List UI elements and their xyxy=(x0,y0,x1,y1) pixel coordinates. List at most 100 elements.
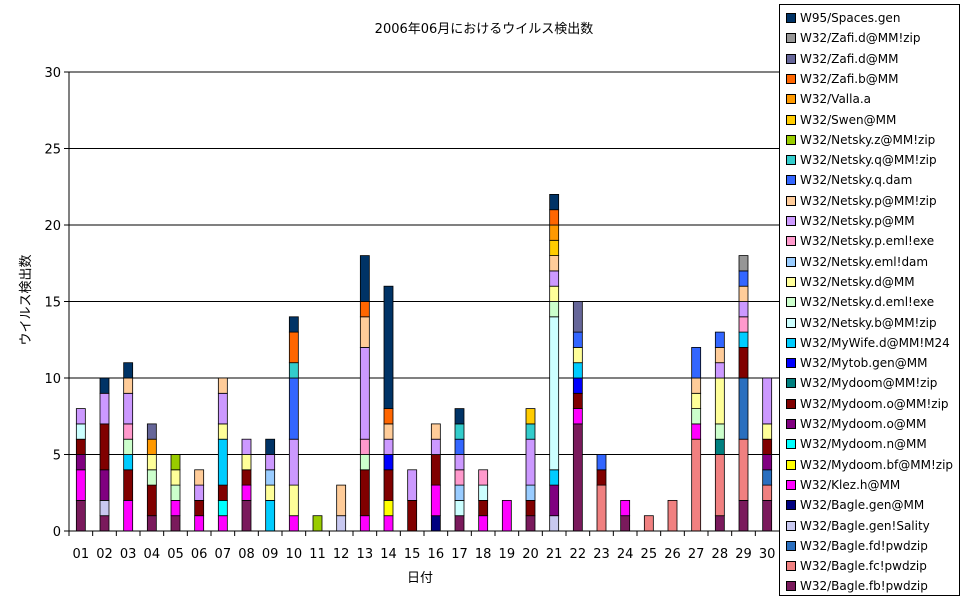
bar-segment xyxy=(288,438,299,486)
bar-segment xyxy=(288,484,299,517)
x-tick-label: 20 xyxy=(522,547,539,562)
bar-segment xyxy=(691,392,702,409)
x-tick-label: 21 xyxy=(546,547,563,562)
bar-segment xyxy=(383,469,394,501)
x-tick-label: 23 xyxy=(593,547,610,562)
bar-segment xyxy=(407,499,418,532)
bar-segment xyxy=(99,392,110,425)
legend-swatch xyxy=(786,479,796,490)
x-tick-label: 12 xyxy=(333,547,350,562)
bar-segment xyxy=(572,331,583,348)
bar-segment xyxy=(99,423,110,471)
bar-segment xyxy=(241,454,252,471)
bar-segment xyxy=(572,377,583,394)
x-axis-label: 日付 xyxy=(407,571,433,586)
legend-label: W32/MyWife.d@MM!M24 xyxy=(800,335,950,350)
legend-label: W32/Valla.a xyxy=(800,92,871,107)
x-tick-label: 05 xyxy=(167,547,184,562)
bar-segment xyxy=(75,499,86,532)
bar-segment xyxy=(691,438,702,532)
bar-segment xyxy=(596,469,607,486)
bar-segment xyxy=(75,423,86,440)
bar-segment xyxy=(241,499,252,532)
x-tick-label: 27 xyxy=(688,547,705,562)
legend-item: W32/Mytob.gen@MM xyxy=(786,353,927,373)
bar-segment xyxy=(217,499,228,517)
bar-segment xyxy=(549,239,560,257)
bar-segment xyxy=(312,515,323,532)
bars xyxy=(75,193,773,532)
bar-segment xyxy=(359,438,370,455)
bar-segment xyxy=(549,301,560,318)
x-tick-label: 04 xyxy=(144,547,161,562)
bar-segment xyxy=(123,377,134,394)
legend-item: W32/Bagle.fc!pwdzip xyxy=(786,556,927,576)
legend-swatch xyxy=(786,337,796,348)
bar-segment xyxy=(288,377,299,440)
y-tick-label: 20 xyxy=(44,219,61,234)
legend-item: W95/Spaces.gen xyxy=(786,8,900,28)
bar-segment xyxy=(170,484,181,501)
bar-segment xyxy=(430,515,441,532)
legend-item: W32/Netsky.b@MM!zip xyxy=(786,313,937,333)
bar-segment xyxy=(549,209,560,226)
bar-segment xyxy=(359,255,370,302)
legend-label: W32/Bagle.fc!pwdzip xyxy=(800,559,927,574)
bar-segment xyxy=(123,362,134,379)
bar-segment xyxy=(194,499,205,517)
legend-label: W32/Netsky.d@MM xyxy=(800,274,915,289)
bar-segment xyxy=(454,515,465,532)
y-tick-label: 25 xyxy=(44,143,61,158)
legend-label: W32/Bagle.gen!Sality xyxy=(800,518,930,533)
legend-label: W32/Netsky.p@MM xyxy=(800,214,915,228)
legend-item: W32/Bagle.fd!pwdzip xyxy=(786,536,928,556)
legend-item: W32/Bagle.fb!pwdzip xyxy=(786,576,928,595)
legend-swatch xyxy=(786,114,796,125)
bar-segment xyxy=(146,469,157,486)
chart-title: 2006年06月におけるウイルス検出数 xyxy=(375,22,594,37)
legend-label: W32/Bagle.fd!pwdzip xyxy=(800,538,928,553)
bar-segment xyxy=(738,377,749,440)
legend-swatch xyxy=(786,317,796,328)
legend-swatch xyxy=(786,520,796,531)
legend-item: W32/Klez.h@MM xyxy=(786,475,900,495)
legend-swatch xyxy=(786,53,796,64)
bar-segment xyxy=(454,484,465,501)
bar-segment xyxy=(738,331,749,348)
bar-segment xyxy=(762,499,773,532)
bar-segment xyxy=(738,255,749,272)
bar-segment xyxy=(359,469,370,517)
x-tick-label: 26 xyxy=(664,547,681,562)
bar-segment xyxy=(572,362,583,379)
gridlines xyxy=(69,71,779,455)
y-tick-label: 10 xyxy=(44,372,61,387)
bar-segment xyxy=(241,469,252,486)
x-tick-label: 13 xyxy=(357,547,374,562)
bar-segment xyxy=(762,454,773,471)
bar-segment xyxy=(549,484,560,517)
legend-item: W32/Bagle.gen!Sality xyxy=(786,516,930,536)
x-tick-label: 06 xyxy=(191,547,208,562)
bar-segment xyxy=(430,423,441,440)
bar-segment xyxy=(170,499,181,517)
legend-item: W32/Valla.a xyxy=(786,89,871,109)
legend-swatch xyxy=(786,398,796,409)
legend-swatch xyxy=(786,276,796,287)
bar-segment xyxy=(359,301,370,318)
legend-item: W32/Mydoom.n@MM xyxy=(786,434,927,454)
bar-segment xyxy=(549,316,560,471)
legend-swatch xyxy=(786,439,796,450)
bar-segment xyxy=(383,285,394,410)
bar-segment xyxy=(738,285,749,302)
legend-item: W32/Bagle.gen@MM xyxy=(786,495,924,515)
bar-segment xyxy=(714,377,725,425)
legend-label: W32/Zafi.d@MM!zip xyxy=(800,31,921,46)
legend-label: W95/Spaces.gen xyxy=(800,11,901,25)
legend-item: W32/Netsky.q@MM!zip xyxy=(786,150,937,170)
legend-item: W32/Mydoom.bf@MM!zip xyxy=(786,455,953,475)
bar-segment xyxy=(643,515,654,532)
legend-label: W32/Mydoom.n@MM xyxy=(800,437,927,452)
legend-label: W32/Mydoom.o@MM xyxy=(800,417,927,431)
